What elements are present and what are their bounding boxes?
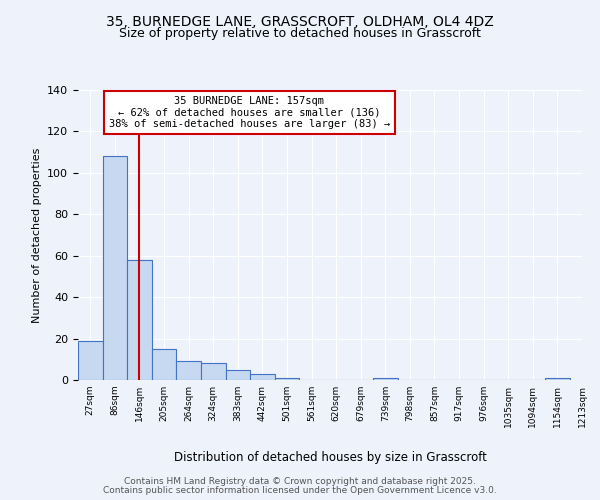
Bar: [545, 378, 570, 380]
Y-axis label: Number of detached properties: Number of detached properties: [32, 148, 41, 322]
Text: Contains public sector information licensed under the Open Government Licence v3: Contains public sector information licen…: [103, 486, 497, 495]
Text: Distribution of detached houses by size in Grasscroft: Distribution of detached houses by size …: [173, 451, 487, 464]
Text: 35, BURNEDGE LANE, GRASSCROFT, OLDHAM, OL4 4DZ: 35, BURNEDGE LANE, GRASSCROFT, OLDHAM, O…: [106, 15, 494, 29]
Bar: [373, 378, 398, 380]
Bar: [176, 362, 201, 380]
Bar: [201, 364, 226, 380]
Bar: [78, 340, 103, 380]
Text: Size of property relative to detached houses in Grasscroft: Size of property relative to detached ho…: [119, 28, 481, 40]
Bar: [152, 349, 176, 380]
Text: Contains HM Land Registry data © Crown copyright and database right 2025.: Contains HM Land Registry data © Crown c…: [124, 477, 476, 486]
Bar: [275, 378, 299, 380]
Text: 35 BURNEDGE LANE: 157sqm
← 62% of detached houses are smaller (136)
38% of semi-: 35 BURNEDGE LANE: 157sqm ← 62% of detach…: [109, 96, 390, 129]
Bar: [226, 370, 250, 380]
Bar: [103, 156, 127, 380]
Bar: [250, 374, 275, 380]
Bar: [127, 260, 152, 380]
